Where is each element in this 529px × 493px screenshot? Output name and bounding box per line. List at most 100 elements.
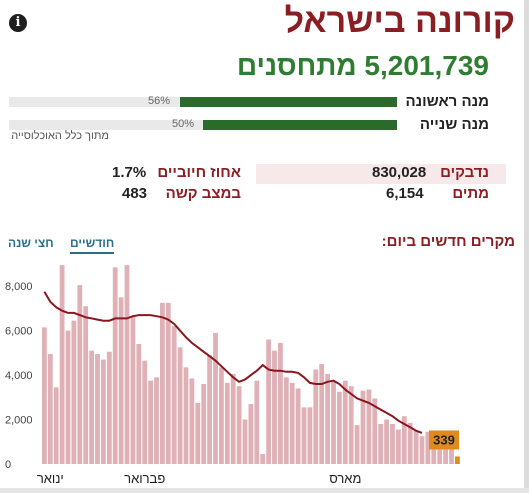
page-title: קורונה בישראל: [284, 2, 515, 40]
bar: [419, 436, 425, 464]
bar: [278, 342, 283, 464]
bar: [207, 355, 212, 464]
confirmed-highlight: [256, 164, 506, 184]
bottom-edge: [0, 488, 529, 493]
bar: [154, 377, 159, 464]
bar: [148, 380, 153, 464]
bar: [165, 302, 171, 464]
population-note: מתוך כלל האוכלוסייה: [11, 130, 109, 142]
info-icon[interactable]: i: [9, 14, 27, 32]
bar: [59, 265, 65, 464]
bar: [219, 367, 224, 464]
bar: [260, 454, 266, 464]
bar: [289, 382, 295, 464]
bar: [130, 316, 136, 464]
bar: [390, 424, 395, 464]
month-label: ינואר: [37, 471, 64, 486]
bar: [301, 407, 307, 464]
bar: [307, 407, 313, 464]
bar: [401, 416, 407, 464]
second-dose-bar: [9, 120, 397, 130]
second-dose-label: מנה שנייה: [419, 116, 489, 133]
bar: [65, 330, 71, 464]
bar: [42, 327, 47, 464]
y-tick-label: 0: [5, 459, 11, 471]
month-label: פברואר: [124, 471, 165, 486]
last-value-badge: [429, 430, 459, 450]
first-dose-bar-fill: [179, 97, 397, 107]
bar: [224, 382, 230, 464]
y-tick-label: 6,000: [5, 326, 33, 338]
scrollbar-track[interactable]: [524, 0, 529, 493]
month-label: מארס: [329, 471, 361, 486]
bar: [342, 380, 348, 464]
tab-half-year[interactable]: חצי שנה: [8, 236, 54, 250]
bar: [266, 339, 271, 464]
bar: [77, 285, 83, 464]
moving-average-line: [43, 291, 423, 434]
first-dose-label: מנה ראשונה: [405, 93, 489, 110]
y-tick-label: 2,000: [5, 415, 33, 427]
positive-rate-label: אחוז חיוביים: [157, 164, 241, 181]
first-dose-bar: [9, 97, 397, 107]
confirmed-label: נדבקים: [440, 164, 489, 181]
tab-two-months[interactable]: חודשיים: [70, 236, 115, 254]
bar: [124, 265, 130, 464]
bar: [183, 367, 189, 464]
first-dose-percent: 56%: [148, 95, 171, 107]
y-tick-label: 8,000: [5, 281, 33, 293]
bar: [413, 430, 419, 464]
bar: [83, 306, 89, 464]
bar: [366, 389, 372, 464]
bar: [236, 386, 242, 464]
positive-rate-value: 1.7%: [112, 164, 147, 181]
bar: [71, 320, 77, 464]
y-tick-label: 4,000: [5, 370, 33, 382]
bar: [295, 388, 301, 464]
bar: [283, 377, 289, 464]
bar: [319, 364, 325, 464]
bar: [437, 444, 443, 464]
bar: [95, 354, 100, 464]
bar: [136, 344, 142, 464]
bar: [47, 354, 53, 464]
bar: [443, 439, 448, 464]
bar: [272, 350, 277, 464]
last-value-label: 339: [433, 432, 455, 447]
bar: [396, 429, 401, 464]
bar: [254, 380, 260, 464]
bar: [242, 419, 248, 464]
second-dose-bar-fill: [203, 120, 397, 130]
bar: [378, 424, 384, 464]
deaths-label: מתים: [452, 185, 489, 202]
bar: [195, 402, 201, 464]
bar: [331, 381, 336, 464]
bar: [112, 267, 118, 464]
new-cases-chart: 0 2,000 4,000 6,000 8,000 339 ינואר פברואר מארס: [5, 265, 460, 486]
bar: [201, 384, 207, 464]
bar: [106, 351, 112, 464]
bar: [53, 387, 59, 464]
bar: [213, 332, 218, 464]
bar: [142, 360, 148, 464]
bar: [384, 419, 389, 464]
last-day-bar: [455, 456, 460, 464]
bar: [248, 404, 254, 464]
bar: [407, 422, 413, 464]
bar: [177, 347, 183, 464]
severe-value: 483: [122, 185, 148, 202]
bar: [348, 386, 354, 464]
confirmed-value: 830,028: [372, 164, 427, 181]
bar: [337, 391, 342, 464]
bar: [372, 398, 378, 464]
bar: [230, 374, 236, 464]
bar: [325, 374, 330, 464]
bar: [171, 326, 177, 464]
bar: [425, 431, 431, 464]
bar: [360, 390, 366, 464]
bar: [101, 359, 106, 464]
bar: [313, 369, 319, 464]
severe-label: במצב קשה: [165, 185, 241, 202]
second-dose-percent: 50%: [172, 118, 195, 130]
deaths-value: 6,154: [386, 185, 424, 202]
